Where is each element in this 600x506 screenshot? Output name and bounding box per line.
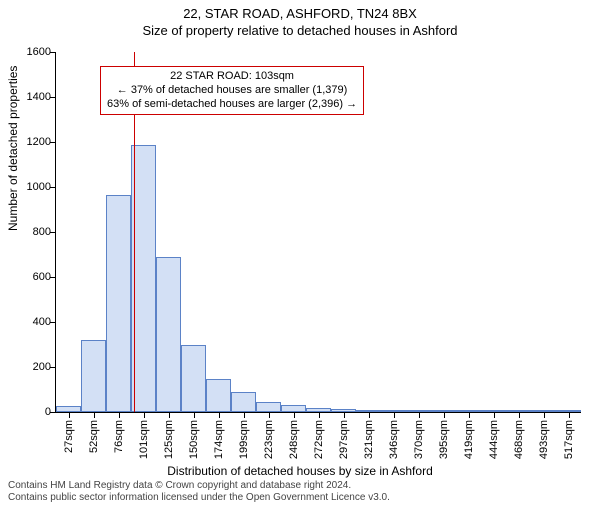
y-tick-label: 800 xyxy=(11,226,51,238)
annotation-box: 22 STAR ROAD: 103sqm← 37% of detached ho… xyxy=(100,66,364,115)
y-tick-label: 1200 xyxy=(11,136,51,148)
y-tick-label: 1400 xyxy=(11,91,51,103)
x-tick-label: 517sqm xyxy=(563,420,575,459)
x-axis-title: Distribution of detached houses by size … xyxy=(0,464,600,478)
histogram-bar xyxy=(81,340,106,412)
x-tick-label: 297sqm xyxy=(338,420,350,459)
x-tick-label: 248sqm xyxy=(288,420,300,459)
footer-line: Contains public sector information licen… xyxy=(8,492,390,504)
page-subtitle: Size of property relative to detached ho… xyxy=(0,23,600,38)
histogram-bar xyxy=(206,379,231,412)
x-tick-label: 52sqm xyxy=(88,420,100,453)
histogram-bar xyxy=(281,405,306,412)
x-tick-label: 27sqm xyxy=(63,420,75,453)
x-tick-label: 468sqm xyxy=(513,420,525,459)
x-tick-label: 272sqm xyxy=(313,420,325,459)
y-tick-label: 400 xyxy=(11,316,51,328)
x-tick-label: 174sqm xyxy=(213,420,225,459)
histogram-bar xyxy=(231,392,256,412)
x-tick-label: 419sqm xyxy=(463,420,475,459)
histogram-bar xyxy=(181,345,206,413)
y-tick-label: 1000 xyxy=(11,181,51,193)
x-tick-label: 223sqm xyxy=(263,420,275,459)
x-tick-label: 395sqm xyxy=(438,420,450,459)
y-tick-label: 600 xyxy=(11,271,51,283)
y-tick-label: 1600 xyxy=(11,46,51,58)
x-tick-label: 493sqm xyxy=(538,420,550,459)
x-tick-label: 125sqm xyxy=(163,420,175,459)
histogram-bar xyxy=(256,402,281,412)
histogram-bar xyxy=(156,257,181,412)
y-tick-label: 0 xyxy=(11,406,51,418)
x-tick-label: 370sqm xyxy=(413,420,425,459)
x-tick-label: 76sqm xyxy=(113,420,125,453)
x-tick-label: 444sqm xyxy=(488,420,500,459)
annotation-line: ← 37% of detached houses are smaller (1,… xyxy=(107,84,357,98)
annotation-line: 63% of semi-detached houses are larger (… xyxy=(107,98,357,112)
x-tick-label: 101sqm xyxy=(138,420,150,459)
x-tick-label: 199sqm xyxy=(238,420,250,459)
page-title: 22, STAR ROAD, ASHFORD, TN24 8BX xyxy=(0,6,600,21)
x-tick-label: 321sqm xyxy=(363,420,375,459)
x-tick-label: 346sqm xyxy=(388,420,400,459)
histogram-bar xyxy=(106,195,131,412)
footer-line: Contains HM Land Registry data © Crown c… xyxy=(8,480,390,492)
y-tick-label: 200 xyxy=(11,361,51,373)
x-tick-label: 150sqm xyxy=(188,420,200,459)
annotation-line: 22 STAR ROAD: 103sqm xyxy=(107,70,357,84)
